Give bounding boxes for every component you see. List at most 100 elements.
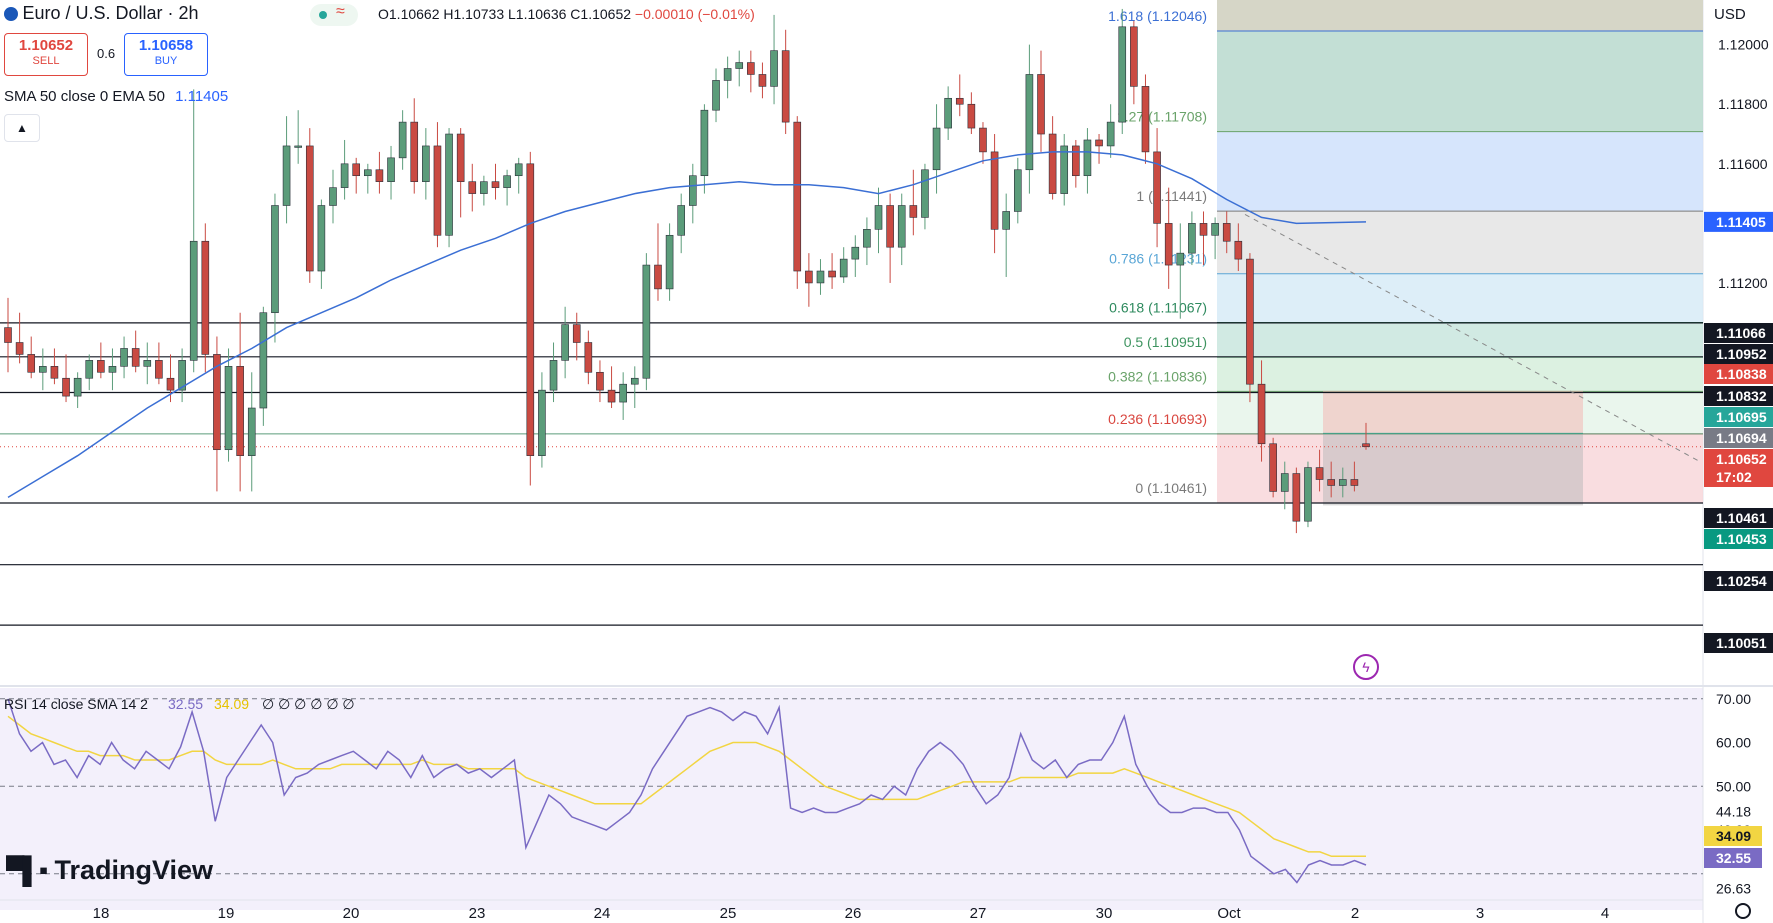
candle	[979, 127, 987, 153]
candle	[213, 354, 221, 451]
time-tick: Oct	[1217, 905, 1241, 922]
chevron-up-icon: ▲	[16, 121, 28, 135]
price-tick: 1.11600	[1718, 156, 1768, 172]
fib-label: 1.27 (1.11708)	[1117, 109, 1207, 125]
symbol-header[interactable]: Euro / U.S. Dollar · 2h	[4, 3, 199, 24]
currency-label[interactable]: USD	[1714, 6, 1746, 23]
close-value: C1.10652	[570, 6, 632, 22]
buy-label: BUY	[154, 55, 178, 67]
time-tick: 23	[469, 905, 486, 922]
candle	[282, 145, 291, 206]
candle	[85, 360, 94, 379]
candle	[735, 62, 744, 69]
fib-label: 0.618 (1.11067)	[1109, 300, 1207, 316]
candle	[364, 169, 372, 177]
candle	[1315, 467, 1324, 480]
sell-button[interactable]: 1.10652 SELL	[4, 33, 88, 76]
candle	[1060, 145, 1069, 194]
tradingview-logo[interactable]: ▀▌▪ TradingView	[6, 855, 213, 885]
buy-button[interactable]: 1.10658 BUY	[124, 33, 208, 76]
market-status[interactable]: ≈	[310, 3, 358, 26]
candle	[480, 181, 488, 194]
candle	[1269, 443, 1277, 492]
price-tag	[1704, 508, 1773, 528]
price-tick: 1.11800	[1718, 96, 1768, 112]
candle	[630, 377, 639, 385]
candle	[1280, 473, 1289, 492]
buy-price: 1.10658	[138, 37, 194, 54]
fib-label: 0 (1.10461)	[1135, 480, 1207, 496]
candle	[155, 360, 163, 379]
candle	[1118, 26, 1127, 123]
candle	[816, 270, 825, 284]
candle	[375, 169, 384, 182]
candle	[468, 181, 477, 194]
rsi-sma-line	[7, 715, 1366, 858]
candle	[793, 121, 802, 272]
candle	[224, 366, 233, 451]
candle	[1083, 139, 1092, 177]
candle	[921, 169, 929, 218]
fib-zone	[1217, 30, 1703, 132]
symbol-title: Euro / U.S. Dollar · 2h	[22, 3, 199, 23]
fib-label: 0.382 (1.10836)	[1108, 368, 1207, 384]
flash-icon[interactable]: ϟ	[1353, 654, 1379, 680]
rsi-tag-label: 34.09	[1716, 828, 1751, 844]
collapse-button[interactable]: ▲	[4, 114, 40, 142]
high-value: H1.10733	[443, 6, 505, 22]
candle	[294, 145, 302, 148]
candle	[247, 407, 256, 456]
candle	[886, 205, 894, 248]
price-tag-label: 17:02	[1716, 469, 1752, 485]
fib-zone	[1217, 322, 1703, 358]
price-tag-label: 1.10952	[1716, 346, 1767, 362]
candle	[1164, 223, 1173, 266]
candle	[433, 145, 442, 236]
candle	[689, 175, 697, 206]
fib-label: 1 (1.11441)	[1136, 188, 1207, 204]
time-tick: 25	[720, 905, 737, 922]
wave-icon: ≈	[336, 3, 345, 20]
candle	[770, 50, 778, 87]
price-tag-label: 1.10453	[1716, 531, 1767, 547]
price-tag-label: 1.10695	[1716, 409, 1767, 425]
candle	[1106, 121, 1115, 147]
indicator-name: SMA 50 close 0 EMA 50	[4, 88, 165, 105]
open-value: O1.10662	[378, 6, 440, 22]
flag-icon	[4, 7, 18, 21]
candle	[596, 371, 604, 391]
candle	[317, 205, 326, 272]
fib-zone	[1217, 273, 1703, 323]
candle	[828, 270, 836, 278]
price-tag	[1704, 633, 1773, 653]
candle	[863, 229, 871, 248]
time-tick: 2	[1351, 905, 1359, 922]
price-tag	[1704, 571, 1773, 591]
indicator-legend[interactable]: SMA 50 close 0 EMA 50 1.11405	[4, 88, 228, 105]
candle	[1176, 252, 1185, 266]
candle	[39, 366, 47, 373]
position-target-zone	[1323, 433, 1583, 506]
price-tag	[1704, 407, 1773, 427]
candle	[120, 348, 128, 367]
price-tag	[1704, 386, 1773, 406]
candle	[897, 205, 906, 248]
candle	[1211, 223, 1219, 236]
sell-label: SELL	[32, 55, 60, 67]
candle	[1153, 151, 1161, 224]
settings-icon[interactable]	[1735, 903, 1751, 919]
fib-label: 0.236 (1.10693)	[1108, 411, 1207, 427]
price-tag-label: 1.10254	[1716, 573, 1767, 589]
price-tag	[1704, 428, 1773, 448]
indicator-value: 1.11405	[175, 88, 229, 105]
rsi-panel-bg	[0, 688, 1703, 910]
rsi-tag-label: 32.55	[1716, 850, 1751, 866]
candle	[538, 389, 546, 456]
candle	[747, 62, 755, 75]
candle	[874, 205, 883, 230]
candle	[1222, 223, 1231, 242]
candle	[178, 360, 186, 391]
candle	[189, 240, 198, 361]
fib-zone	[1217, 0, 1703, 31]
